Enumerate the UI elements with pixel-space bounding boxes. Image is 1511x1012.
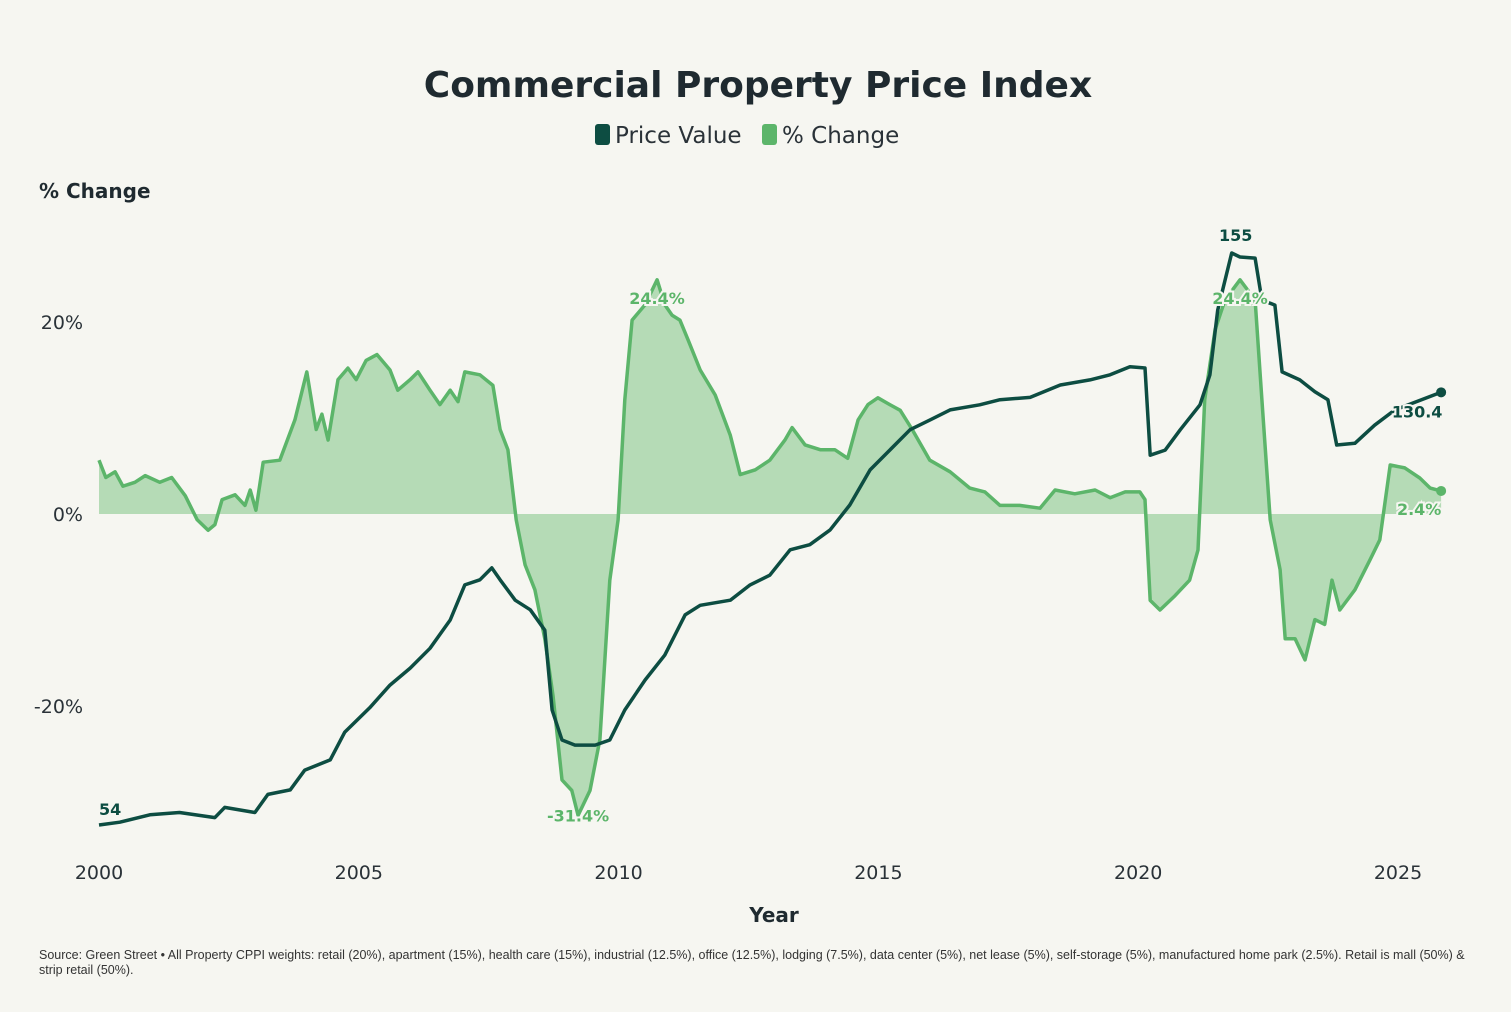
x-tick-label: 2005 (335, 862, 383, 884)
change-area (99, 279, 1442, 816)
legend-label-price: Price Value (615, 123, 742, 149)
legend-swatch-change (762, 124, 777, 145)
price-end-marker (1436, 387, 1447, 398)
legend-swatch-price (595, 124, 610, 145)
y-axis-label: % Change (39, 179, 151, 203)
x-tick-label: 2000 (75, 862, 123, 884)
x-tick-label: 2010 (594, 862, 642, 884)
data-labels: 54 155 130.4 -31.4% 24.4% 24.4% 2.4% (97, 224, 1444, 827)
change-line (97, 278, 1442, 818)
legend-label-change: % Change (782, 123, 899, 149)
source-note: Source: Green Street • All Property CPPI… (39, 948, 1465, 977)
price-data-label: 155 (1219, 226, 1252, 245)
x-axis-label: Year (748, 903, 799, 927)
x-tick-label: 2020 (1114, 862, 1162, 884)
y-tick-label: 20% (41, 312, 83, 334)
x-ticks: 2000 2005 2010 2015 2020 2025 (75, 862, 1422, 884)
chart-title: Commercial Property Price Index (424, 65, 1092, 106)
y-tick-label: -20% (34, 696, 83, 718)
change-data-label: -31.4% (547, 806, 609, 825)
y-tick-label: 0% (53, 504, 83, 526)
price-data-label: 130.4 (1392, 402, 1443, 421)
price-line (98, 251, 1442, 827)
y-ticks: 20% 0% -20% (34, 312, 83, 718)
price-data-label: 54 (99, 800, 121, 819)
change-data-label: 24.4% (629, 289, 685, 308)
plot-area (97, 251, 1447, 827)
x-tick-label: 2015 (854, 862, 902, 884)
change-data-label: 2.4% (1397, 500, 1441, 519)
x-tick-label: 2025 (1374, 862, 1422, 884)
legend: Price Value % Change (595, 123, 899, 149)
change-data-label: 24.4% (1212, 289, 1268, 308)
change-end-marker (1436, 485, 1447, 496)
